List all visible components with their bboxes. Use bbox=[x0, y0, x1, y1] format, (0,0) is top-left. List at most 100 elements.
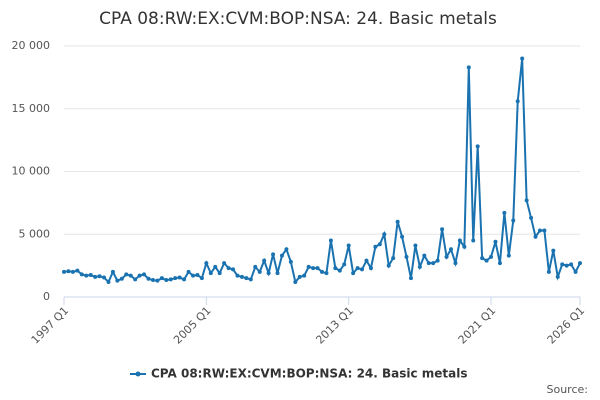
data-point bbox=[440, 227, 445, 232]
data-point bbox=[164, 278, 169, 283]
data-point bbox=[426, 261, 431, 266]
data-point bbox=[364, 258, 369, 263]
data-point bbox=[168, 277, 173, 282]
data-point bbox=[199, 276, 204, 281]
data-point bbox=[222, 261, 227, 266]
data-point bbox=[75, 268, 80, 273]
data-point bbox=[173, 276, 178, 281]
y-tick-label: 5 000 bbox=[19, 227, 51, 240]
data-point bbox=[511, 218, 516, 223]
data-point bbox=[578, 261, 582, 266]
y-tick-label: 0 bbox=[43, 290, 50, 303]
data-point bbox=[555, 274, 560, 279]
data-point bbox=[435, 258, 440, 263]
data-point bbox=[480, 256, 485, 261]
data-point bbox=[520, 56, 525, 61]
data-point bbox=[102, 275, 107, 280]
data-point bbox=[119, 276, 124, 281]
data-point bbox=[564, 263, 569, 268]
data-point bbox=[231, 267, 236, 272]
x-tick-label: 2021 Q1 bbox=[456, 304, 499, 347]
data-point bbox=[386, 263, 391, 268]
data-point bbox=[306, 264, 311, 269]
data-point bbox=[244, 276, 249, 281]
data-point bbox=[177, 275, 182, 280]
data-point bbox=[417, 264, 422, 269]
data-point bbox=[239, 274, 244, 279]
data-point bbox=[279, 253, 284, 258]
data-point bbox=[204, 261, 209, 266]
data-point bbox=[320, 269, 324, 274]
data-point bbox=[293, 279, 298, 284]
data-point bbox=[159, 276, 164, 281]
data-point bbox=[391, 256, 396, 261]
data-point bbox=[137, 273, 142, 278]
y-tick-label: 10 000 bbox=[12, 165, 51, 178]
data-point bbox=[142, 272, 147, 277]
data-point bbox=[195, 273, 200, 278]
data-point bbox=[573, 269, 578, 274]
data-point bbox=[471, 238, 476, 243]
data-point bbox=[182, 277, 187, 282]
data-point bbox=[266, 271, 271, 276]
data-point bbox=[449, 247, 453, 252]
data-point bbox=[284, 247, 289, 252]
data-point bbox=[297, 274, 302, 279]
data-point bbox=[66, 269, 71, 274]
data-point bbox=[115, 278, 120, 283]
data-point bbox=[217, 271, 222, 276]
data-point bbox=[493, 239, 498, 244]
data-point bbox=[404, 254, 409, 259]
data-point bbox=[70, 269, 75, 274]
data-point bbox=[497, 261, 502, 266]
data-point bbox=[150, 278, 155, 283]
data-point bbox=[560, 262, 565, 267]
data-point bbox=[133, 277, 138, 282]
data-point bbox=[506, 253, 511, 258]
data-point bbox=[62, 269, 66, 274]
data-point bbox=[475, 144, 480, 149]
data-point bbox=[368, 266, 373, 271]
data-point bbox=[208, 271, 213, 276]
data-point bbox=[88, 273, 93, 278]
legend-marker bbox=[135, 371, 141, 377]
data-point bbox=[484, 258, 489, 263]
data-point bbox=[324, 271, 329, 276]
data-point bbox=[337, 268, 342, 273]
data-point bbox=[79, 272, 84, 277]
data-point bbox=[124, 272, 129, 277]
legend-label: CPA 08:RW:EX:CVM:BOP:NSA: 24. Basic meta… bbox=[151, 367, 468, 381]
x-tick-label: 2026 Q1 bbox=[545, 304, 588, 347]
data-point bbox=[235, 273, 240, 278]
data-point bbox=[408, 276, 413, 281]
data-point bbox=[257, 269, 262, 274]
data-point bbox=[431, 261, 436, 266]
data-point bbox=[444, 254, 449, 259]
data-point bbox=[351, 271, 356, 276]
data-point bbox=[288, 259, 293, 264]
source: Source: bbox=[547, 383, 589, 396]
data-point bbox=[524, 198, 529, 203]
data-point bbox=[537, 228, 542, 233]
data-point bbox=[106, 279, 111, 284]
data-point bbox=[146, 276, 151, 281]
data-point bbox=[462, 244, 467, 249]
x-tick-label: 2005 Q1 bbox=[171, 304, 214, 347]
data-point bbox=[128, 273, 133, 278]
x-tick-label: 1997 Q1 bbox=[29, 304, 72, 347]
data-point bbox=[489, 254, 494, 259]
data-point bbox=[502, 210, 507, 215]
y-tick-label: 15 000 bbox=[12, 102, 51, 115]
data-point bbox=[110, 269, 115, 274]
data-point bbox=[97, 274, 102, 279]
data-point bbox=[302, 273, 307, 278]
data-point bbox=[275, 271, 280, 276]
data-point bbox=[271, 252, 276, 257]
data-point bbox=[333, 266, 338, 271]
data-point bbox=[373, 244, 378, 249]
data-point bbox=[400, 234, 405, 239]
data-point bbox=[248, 277, 253, 282]
data-point bbox=[355, 266, 360, 271]
chart-title: CPA 08:RW:EX:CVM:BOP:NSA: 24. Basic meta… bbox=[99, 9, 497, 29]
data-point bbox=[213, 264, 218, 269]
